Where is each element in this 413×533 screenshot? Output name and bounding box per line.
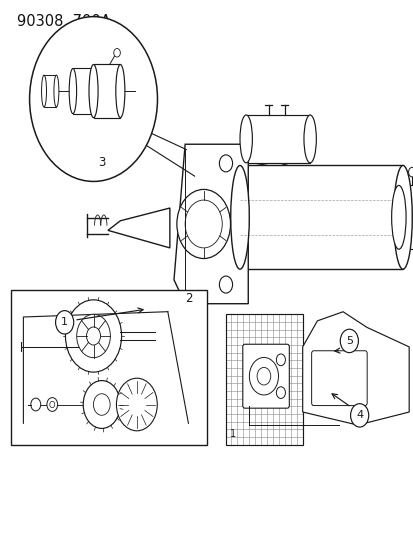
Text: 2: 2	[184, 292, 192, 305]
Circle shape	[256, 367, 270, 385]
Polygon shape	[173, 144, 248, 304]
FancyBboxPatch shape	[44, 75, 56, 107]
Circle shape	[350, 403, 368, 427]
Circle shape	[31, 398, 40, 411]
Text: 3: 3	[98, 156, 105, 169]
Ellipse shape	[41, 75, 46, 107]
Text: 1: 1	[229, 429, 235, 439]
Ellipse shape	[230, 165, 249, 269]
FancyBboxPatch shape	[311, 351, 366, 406]
FancyBboxPatch shape	[240, 165, 402, 269]
Polygon shape	[302, 312, 408, 425]
Ellipse shape	[240, 115, 252, 163]
Text: 1: 1	[61, 317, 68, 327]
Circle shape	[29, 17, 157, 181]
Circle shape	[86, 327, 100, 345]
Circle shape	[219, 155, 232, 172]
Circle shape	[55, 311, 74, 334]
Bar	[11, 290, 206, 445]
Circle shape	[276, 387, 285, 399]
Text: 4: 4	[355, 410, 362, 421]
Ellipse shape	[69, 68, 76, 114]
Circle shape	[47, 398, 57, 411]
Circle shape	[339, 329, 358, 353]
Text: 90308  700A: 90308 700A	[17, 14, 111, 29]
Circle shape	[114, 49, 120, 57]
Circle shape	[249, 358, 278, 395]
Polygon shape	[108, 208, 169, 248]
Circle shape	[83, 381, 120, 429]
Circle shape	[176, 189, 230, 259]
Text: 5: 5	[345, 336, 352, 346]
Bar	[225, 314, 302, 445]
Circle shape	[116, 378, 157, 431]
FancyBboxPatch shape	[246, 115, 309, 163]
FancyBboxPatch shape	[242, 344, 289, 408]
Circle shape	[76, 314, 110, 358]
Circle shape	[93, 394, 110, 415]
Ellipse shape	[303, 115, 316, 163]
FancyBboxPatch shape	[73, 68, 93, 114]
Circle shape	[408, 167, 413, 177]
Ellipse shape	[391, 185, 405, 249]
Ellipse shape	[116, 64, 125, 118]
Ellipse shape	[89, 64, 98, 118]
Ellipse shape	[393, 165, 411, 269]
Ellipse shape	[90, 68, 97, 114]
Circle shape	[219, 276, 232, 293]
Circle shape	[185, 200, 222, 248]
FancyBboxPatch shape	[398, 185, 413, 249]
Ellipse shape	[54, 75, 59, 107]
Circle shape	[50, 401, 55, 408]
Circle shape	[65, 300, 121, 372]
Circle shape	[276, 354, 285, 366]
FancyBboxPatch shape	[93, 64, 120, 118]
